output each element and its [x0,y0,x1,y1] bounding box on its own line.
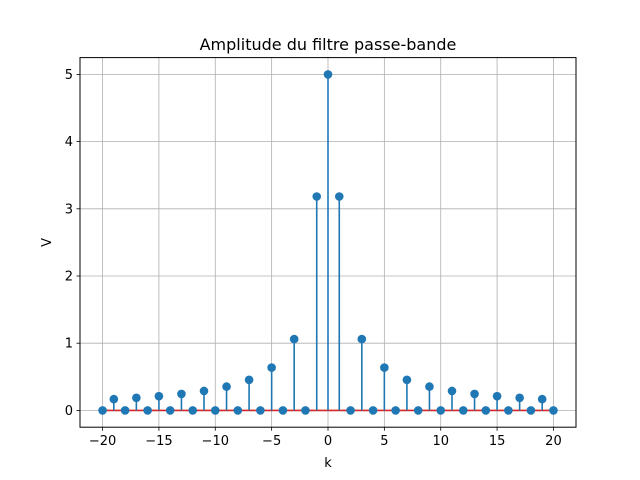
stem-marker [132,393,141,403]
stem-marker [143,406,152,415]
x-tick-label: −15 [145,434,172,449]
y-tick-label: 1 [65,337,73,352]
stem-marker [256,406,265,415]
stems-layer [113,74,543,411]
stem-marker [470,389,479,399]
y-tick-label: 5 [65,68,73,83]
stem-marker [425,382,434,391]
stem-marker [244,375,254,385]
stem-marker [515,393,524,403]
stem-marker [210,406,220,415]
stem-marker [334,192,344,201]
stem-marker [346,406,355,415]
stem-marker [98,406,107,415]
stem-marker [188,406,198,415]
y-tick-label: 0 [65,404,73,419]
stem-marker [368,406,378,415]
y-tick-label: 3 [65,202,73,217]
y-tick-label: 4 [65,135,73,150]
stem-marker [526,406,536,415]
x-tick-label: 0 [324,434,332,449]
x-tick-label: 10 [432,434,449,449]
chart-title: Amplitude du filtre passe-bande [200,35,457,54]
x-tick-label: −10 [202,434,229,449]
stem-marker [267,363,276,372]
tick-labels-layer: −20 −15 −10 −5 0 5 10 15 20 0 1 2 3 4 5 [65,68,562,449]
stem-marker [177,389,186,399]
x-tick-label: 15 [489,434,506,449]
stem-marker [492,391,502,401]
stem-marker [301,406,310,415]
stem-marker [436,406,446,415]
stem-marker [413,406,423,415]
x-tick-label: 20 [545,434,562,449]
stem-marker [233,406,243,415]
stem-marker [357,334,367,344]
y-axis-label: V [40,238,55,247]
stem-marker [109,394,119,404]
stem-marker [120,406,130,415]
stem-marker [549,406,558,415]
stem-marker [447,386,457,396]
stem-marker [165,406,175,415]
ticks-layer [76,74,554,431]
stem-marker [380,363,389,372]
x-tick-label: −5 [262,434,281,449]
stem-marker [199,386,209,396]
stem-marker [537,394,547,404]
stem-marker [154,391,164,401]
stem-marker [323,70,333,79]
stem-marker [504,406,513,415]
y-tick-label: 2 [65,270,73,285]
stem-marker [402,375,412,385]
x-tick-label: 5 [380,434,388,449]
stem-marker [481,406,491,415]
stem-marker [222,382,231,391]
stem-marker [278,406,288,415]
markers-layer [98,70,558,415]
stem-marker [458,406,468,415]
stem-marker [289,334,299,344]
stem-marker [391,406,400,415]
stem-marker [312,192,322,201]
x-tick-label: −20 [89,434,116,449]
x-axis-label: k [324,456,332,471]
